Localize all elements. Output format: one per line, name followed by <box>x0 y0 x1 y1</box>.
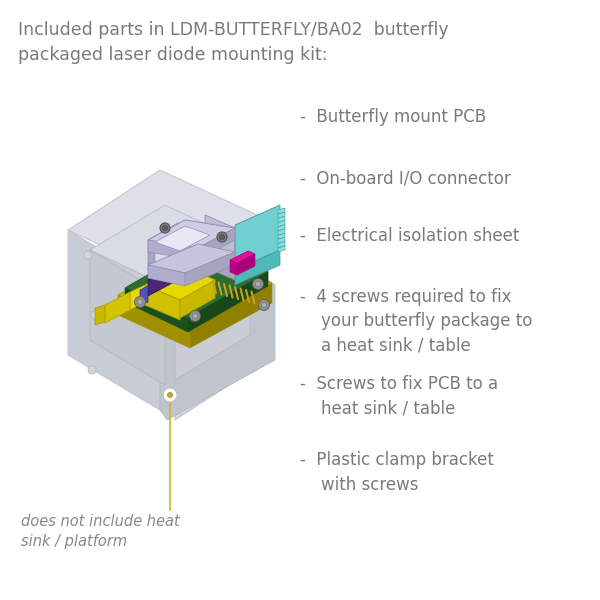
Polygon shape <box>205 244 235 280</box>
Polygon shape <box>145 265 215 300</box>
Polygon shape <box>140 286 148 306</box>
Polygon shape <box>278 246 285 252</box>
Polygon shape <box>125 288 188 332</box>
Polygon shape <box>180 280 215 318</box>
Polygon shape <box>205 215 235 257</box>
Polygon shape <box>125 242 268 318</box>
Text: -  4 screws required to fix
    your butterfly package to
    a heat sink / tabl: - 4 screws required to fix your butterfl… <box>300 288 532 355</box>
Polygon shape <box>190 283 272 348</box>
Polygon shape <box>160 280 275 420</box>
Circle shape <box>163 226 167 230</box>
Polygon shape <box>118 295 190 348</box>
Polygon shape <box>148 244 235 273</box>
Circle shape <box>163 388 177 402</box>
Polygon shape <box>198 228 235 260</box>
Polygon shape <box>90 205 250 290</box>
Text: -  Butterfly mount PCB: - Butterfly mount PCB <box>300 108 486 126</box>
Polygon shape <box>148 265 185 286</box>
Polygon shape <box>278 233 285 239</box>
Polygon shape <box>90 250 165 385</box>
Polygon shape <box>235 250 280 285</box>
Circle shape <box>160 223 170 233</box>
Text: Included parts in LDM-BUTTERFLY/BA02  butterfly
packaged laser diode mounting ki: Included parts in LDM-BUTTERFLY/BA02 but… <box>18 21 449 64</box>
Polygon shape <box>278 238 285 244</box>
Polygon shape <box>188 272 268 332</box>
Circle shape <box>134 296 146 307</box>
Polygon shape <box>145 285 180 320</box>
Polygon shape <box>278 229 285 235</box>
Polygon shape <box>278 212 285 218</box>
Polygon shape <box>235 205 280 270</box>
Circle shape <box>262 302 266 307</box>
Polygon shape <box>278 208 285 214</box>
Circle shape <box>256 281 260 286</box>
Circle shape <box>84 251 92 259</box>
Polygon shape <box>175 245 250 380</box>
Circle shape <box>259 299 269 311</box>
Text: -  On-board I/O connector: - On-board I/O connector <box>300 169 511 187</box>
Polygon shape <box>148 240 155 273</box>
Text: -  Electrical isolation sheet: - Electrical isolation sheet <box>300 227 520 245</box>
Circle shape <box>190 311 200 322</box>
Text: -  Plastic clamp bracket
    with screws: - Plastic clamp bracket with screws <box>300 451 494 493</box>
Polygon shape <box>230 251 255 263</box>
Circle shape <box>253 278 263 289</box>
Polygon shape <box>148 220 235 248</box>
Polygon shape <box>118 250 272 328</box>
Polygon shape <box>68 230 160 410</box>
Text: does not include heat
sink / platform: does not include heat sink / platform <box>21 514 180 549</box>
Polygon shape <box>105 292 130 323</box>
Polygon shape <box>95 305 105 325</box>
Polygon shape <box>155 226 210 251</box>
Polygon shape <box>278 225 285 231</box>
Polygon shape <box>175 220 268 420</box>
Circle shape <box>220 235 224 239</box>
Circle shape <box>193 313 197 319</box>
Circle shape <box>217 232 227 242</box>
Circle shape <box>88 366 96 374</box>
Polygon shape <box>148 263 180 296</box>
Circle shape <box>137 299 143 304</box>
Polygon shape <box>230 260 237 275</box>
Polygon shape <box>278 242 285 248</box>
Polygon shape <box>148 223 185 243</box>
Circle shape <box>167 392 173 397</box>
Polygon shape <box>130 285 145 310</box>
Polygon shape <box>185 252 235 286</box>
Polygon shape <box>237 254 255 275</box>
Polygon shape <box>68 170 268 280</box>
Polygon shape <box>278 221 285 227</box>
Polygon shape <box>278 217 285 223</box>
Polygon shape <box>148 240 198 260</box>
Circle shape <box>91 311 99 319</box>
Text: -  Screws to fix PCB to a
    heat sink / table: - Screws to fix PCB to a heat sink / tab… <box>300 375 498 418</box>
